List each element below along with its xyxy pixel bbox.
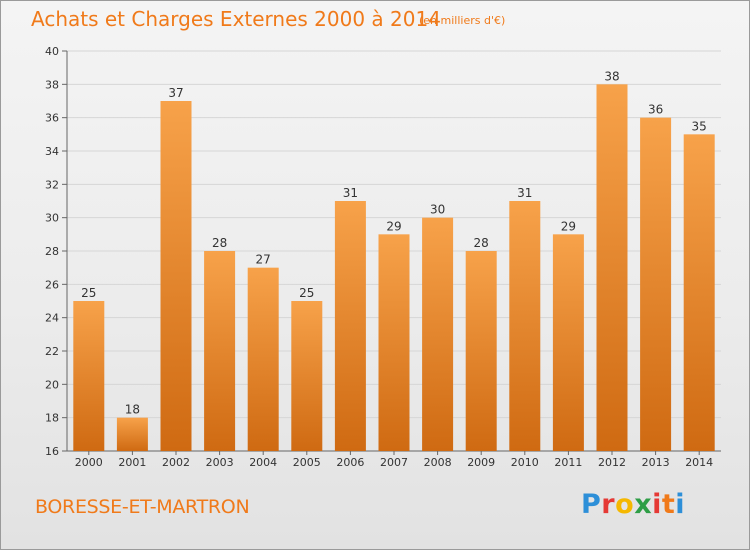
data-label-2003: 28 (212, 236, 227, 250)
x-tick-label: 2013 (642, 456, 670, 469)
y-tick-label: 24 (45, 312, 59, 325)
chart-title: Achats et Charges Externes 2000 à 2014 (31, 7, 441, 31)
bar-2006 (334, 201, 366, 451)
data-label-2001: 18 (125, 403, 140, 417)
city-name: BORESSE-ET-MARTRON (35, 496, 250, 518)
logo-letter: i (675, 489, 686, 520)
bar-2005 (291, 301, 323, 451)
y-tick-label: 32 (45, 178, 59, 191)
x-tick-label: 2012 (598, 456, 626, 469)
x-tick-label: 2006 (336, 456, 364, 469)
x-tick-label: 2002 (162, 456, 190, 469)
bar-2004 (247, 267, 279, 451)
y-tick-label: 28 (45, 245, 59, 258)
bar-2002 (160, 101, 192, 451)
x-tick-label: 2005 (293, 456, 321, 469)
data-label-2013: 36 (648, 103, 663, 117)
logo-letter: r (601, 489, 616, 520)
bar-2013 (640, 117, 672, 452)
y-tick-label: 22 (45, 345, 59, 358)
y-tick-label: 30 (45, 212, 59, 225)
proxiti-logo: Proxiti (581, 489, 685, 520)
data-label-2012: 38 (604, 69, 619, 83)
y-tick-label: 36 (45, 112, 59, 125)
x-tick-label: 2004 (249, 456, 277, 469)
logo-letter: x (634, 489, 653, 520)
bars (73, 84, 715, 452)
data-label-2007: 29 (386, 219, 401, 233)
bar-2008 (422, 217, 454, 451)
x-tick-label: 2000 (75, 456, 103, 469)
logo-letter: i (652, 489, 662, 520)
bar-2014 (683, 134, 715, 452)
bar-2010 (509, 201, 541, 451)
data-label-2004: 27 (256, 253, 271, 267)
y-tick-label: 26 (45, 278, 59, 291)
data-label-2000: 25 (81, 286, 96, 300)
x-tick-label: 2011 (554, 456, 582, 469)
data-label-2011: 29 (561, 219, 576, 233)
bar-2011 (552, 234, 584, 451)
data-label-2006: 31 (343, 186, 358, 200)
data-label-2014: 35 (692, 119, 707, 133)
x-tick-label: 2010 (511, 456, 539, 469)
bar-2009 (465, 251, 497, 451)
bar-2000 (73, 301, 105, 451)
x-tick-label: 2008 (424, 456, 452, 469)
x-tick-label: 2014 (685, 456, 713, 469)
y-tick-label: 38 (45, 78, 59, 91)
bar-2012 (596, 84, 628, 451)
x-tick-label: 2007 (380, 456, 408, 469)
bar-2003 (204, 251, 236, 451)
labels: 16 18 20 22 24 26 28 30 32 34 36 38 40 25 2000 18 2001 37… (45, 45, 713, 469)
data-label-2009: 28 (474, 236, 489, 250)
bar-2007 (378, 234, 410, 451)
y-tick-label: 18 (45, 412, 59, 425)
y-tick-label: 20 (45, 378, 59, 391)
x-tick-label: 2001 (118, 456, 146, 469)
y-tick-label: 34 (45, 145, 59, 158)
bar-2001 (116, 417, 148, 451)
y-tick-label: 40 (45, 45, 59, 58)
logo-letter: o (615, 489, 635, 520)
chart-subtitle: (en milliers d'€) (419, 14, 506, 27)
data-label-2002: 37 (168, 86, 183, 100)
data-label-2008: 30 (430, 203, 445, 217)
x-tick-label: 2009 (467, 456, 495, 469)
data-label-2010: 31 (517, 186, 532, 200)
x-tick-label: 2003 (206, 456, 234, 469)
y-tick-label: 16 (45, 445, 59, 458)
logo-letter: P (581, 489, 602, 520)
data-label-2005: 25 (299, 286, 314, 300)
logo-letter: t (661, 489, 676, 520)
